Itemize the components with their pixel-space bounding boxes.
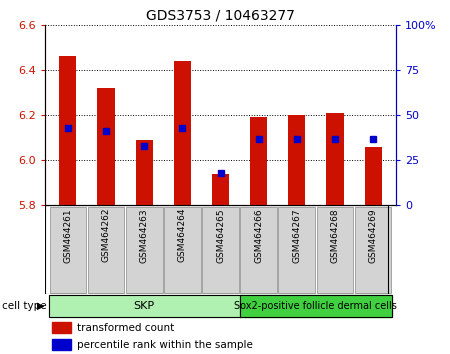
Text: GSM464268: GSM464268 [330,208,339,263]
Bar [250,117,267,205]
Text: cell type: cell type [2,301,47,311]
Text: GSM464264: GSM464264 [178,208,187,262]
Bar [326,113,343,205]
Bar [59,56,76,205]
Text: Sox2-positive follicle dermal cells: Sox2-positive follicle dermal cells [234,301,397,311]
Bar [135,140,153,205]
Bar [212,174,229,205]
Bar [174,61,191,205]
FancyBboxPatch shape [355,207,392,293]
Title: GDS3753 / 10463277: GDS3753 / 10463277 [146,8,295,22]
Bar [49,295,239,318]
FancyBboxPatch shape [50,207,86,293]
Text: ▶: ▶ [37,301,45,311]
Bar [364,147,382,205]
FancyBboxPatch shape [88,207,124,293]
Bar [98,88,115,205]
Bar [288,115,306,205]
Text: percentile rank within the sample: percentile rank within the sample [76,340,252,350]
Text: GSM464269: GSM464269 [369,208,378,263]
FancyBboxPatch shape [317,207,353,293]
Bar [52,339,71,350]
Text: GSM464266: GSM464266 [254,208,263,263]
Text: GSM464263: GSM464263 [140,208,148,263]
Bar [52,322,71,333]
Text: GSM464261: GSM464261 [63,208,72,263]
Text: transformed count: transformed count [76,323,174,333]
FancyBboxPatch shape [202,207,239,293]
FancyBboxPatch shape [240,207,277,293]
FancyBboxPatch shape [164,207,201,293]
Text: GSM464265: GSM464265 [216,208,225,263]
Text: GSM464262: GSM464262 [102,208,111,262]
Text: SKP: SKP [134,301,155,311]
Text: GSM464267: GSM464267 [292,208,302,263]
Bar [239,295,392,318]
FancyBboxPatch shape [126,207,162,293]
FancyBboxPatch shape [279,207,315,293]
